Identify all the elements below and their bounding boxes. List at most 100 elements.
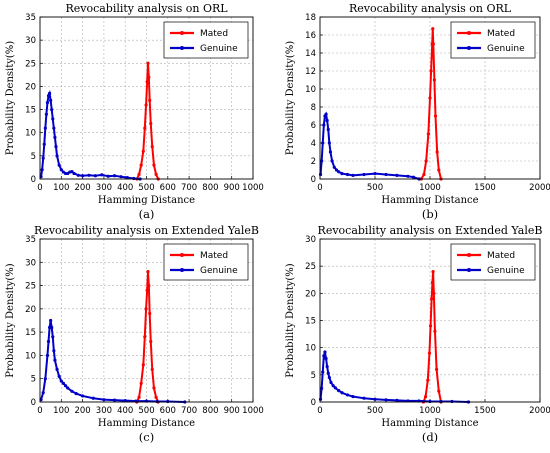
y-tick-label: 15 (25, 106, 36, 116)
y-tick-label: 35 (25, 235, 36, 245)
legend-marker (180, 253, 184, 257)
legend-label: Genuine (487, 44, 525, 54)
data-point-mated (430, 280, 435, 285)
data-point-genuine (72, 171, 76, 176)
x-axis-label: Hamming Distance (98, 195, 195, 206)
y-tick-label: 5 (31, 152, 36, 162)
data-point-genuine (333, 386, 337, 390)
y-axis-label: Probability Density(%) (285, 41, 296, 156)
y-tick-label: 6 (311, 121, 316, 131)
x-tick-label: 300 (96, 183, 112, 193)
y-tick-label: 35 (25, 13, 36, 23)
data-point-mated (154, 172, 158, 176)
data-point-genuine (324, 356, 328, 361)
data-point-genuine (55, 367, 59, 371)
data-point-genuine (74, 392, 78, 396)
x-axis-label: Hamming Distance (381, 418, 478, 429)
plot-frame (319, 16, 541, 180)
data-point-mated (143, 126, 147, 130)
data-point-genuine (55, 154, 59, 158)
data-point-mated (432, 78, 436, 82)
series-line-genuine (319, 351, 469, 403)
data-point-genuine (384, 398, 388, 402)
data-point-genuine (70, 169, 74, 174)
x-axis-label: Hamming Distance (98, 418, 195, 429)
x-tick-label: 700 (181, 406, 197, 416)
data-point-genuine (328, 150, 333, 154)
data-point-genuine (45, 101, 50, 105)
x-tick-label: 500 (367, 406, 383, 416)
data-point-mated (147, 75, 151, 79)
legend-marker (467, 46, 471, 50)
data-point-mated (149, 121, 153, 126)
data-point-genuine (324, 112, 328, 116)
y-axis-label: Probability Density(%) (285, 263, 296, 378)
x-tick-label: 500 (367, 183, 383, 193)
data-point-genuine (326, 371, 330, 375)
data-point-genuine (50, 107, 54, 112)
data-point-genuine (51, 117, 55, 121)
x-tick-label: 200 (74, 183, 90, 193)
y-tick-label: 5 (31, 375, 36, 385)
data-point-mated (141, 363, 145, 367)
data-point-genuine (63, 384, 68, 388)
data-point-genuine (100, 173, 104, 177)
x-tick-label: 1000 (242, 406, 264, 416)
data-point-genuine (106, 174, 110, 178)
data-point-genuine (42, 142, 46, 146)
data-point-genuine (321, 141, 325, 145)
data-point-genuine (70, 389, 74, 393)
data-point-genuine (326, 127, 330, 132)
data-point-mated (150, 367, 154, 371)
data-point-genuine (362, 172, 366, 177)
data-point-genuine (327, 375, 331, 380)
x-tick-label: 700 (181, 183, 197, 193)
data-point-genuine (50, 325, 54, 330)
x-tick-label: 300 (96, 406, 112, 416)
data-point-genuine (52, 349, 56, 353)
data-point-genuine (322, 354, 326, 358)
x-tick-label: 800 (202, 183, 218, 193)
data-point-genuine (155, 399, 159, 404)
panel-label: (c) (139, 430, 154, 444)
chart-panel: 0 500 1000 1500 2000 0 5 10 15 20 25 30 Mated Genuine… (285, 224, 550, 444)
data-point-genuine (345, 172, 350, 177)
y-tick-label: 14 (305, 49, 316, 59)
data-point-mated (435, 367, 439, 371)
data-point-mated (428, 96, 432, 100)
y-tick-label: 5 (311, 371, 316, 381)
data-point-genuine (81, 174, 85, 178)
data-point-genuine (132, 176, 136, 181)
x-tick-label: 500 (138, 406, 154, 416)
legend-marker (467, 268, 471, 272)
chart-panel: 0 100 200 300 400 500 600 700 800 900 1000 0 5 10 15 20… (5, 2, 264, 221)
data-point-genuine (395, 173, 399, 177)
data-point-mated (428, 324, 433, 328)
data-point-genuine (334, 168, 339, 172)
chart-title: Revocability analysis on Extended YaleB (318, 224, 543, 237)
data-point-genuine (119, 175, 123, 179)
data-point-mated (145, 80, 149, 84)
data-point-genuine (112, 398, 117, 402)
data-point-mated (150, 145, 154, 149)
legend-label: Genuine (487, 266, 525, 276)
data-point-genuine (43, 126, 47, 130)
legend: Mated Genuine (450, 21, 536, 59)
y-tick-label: 0 (311, 175, 316, 185)
y-tick-label: 10 (305, 85, 316, 95)
data-point-mated (433, 329, 437, 333)
data-point-mated (137, 172, 141, 176)
data-point-mated (152, 386, 156, 390)
data-point-genuine (337, 388, 341, 393)
legend-marker (180, 31, 184, 35)
y-tick-label: 30 (305, 235, 316, 245)
y-tick-label: 10 (25, 351, 36, 361)
data-point-mated (432, 291, 436, 295)
data-point-genuine (320, 386, 324, 391)
panel-label: (a) (139, 207, 155, 221)
y-tick-label: 18 (305, 13, 316, 23)
legend: Mated Genuine (163, 21, 249, 59)
data-point-mated (424, 394, 428, 399)
legend-marker (180, 46, 184, 50)
y-tick-label: 8 (311, 103, 316, 113)
